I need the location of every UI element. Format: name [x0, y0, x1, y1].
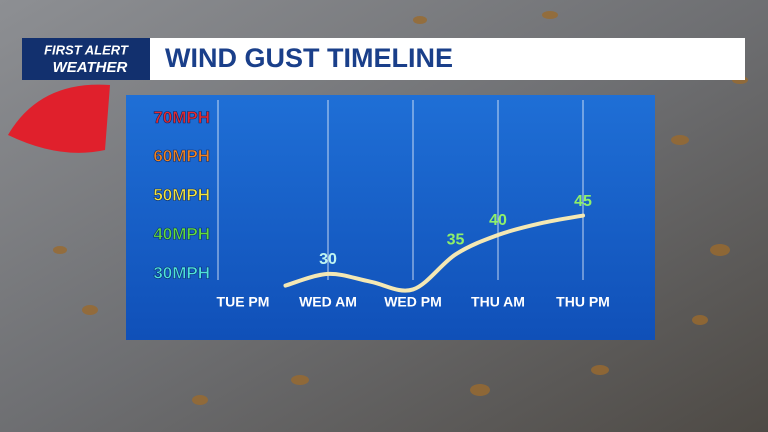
y-tick-label: 40MPH [153, 224, 210, 243]
y-tick-label: 60MPH [153, 147, 210, 166]
x-tick-label: THU PM [556, 294, 610, 310]
umbrella [8, 84, 110, 153]
logo-box [22, 38, 150, 80]
data-label: 45 [574, 193, 592, 210]
logo-line: FIRST ALERT [44, 42, 129, 57]
y-tick-label: 30MPH [153, 263, 210, 282]
x-tick-label: WED PM [384, 294, 442, 310]
chart-title: WIND GUST TIMELINE [165, 43, 453, 73]
data-label: 35 [447, 232, 465, 249]
line [283, 213, 585, 293]
y-tick-label: 70MPH [153, 108, 210, 127]
x-tick-label: TUE PM [217, 294, 270, 310]
y-tick-label: 50MPH [153, 186, 210, 205]
data-label: 30 [319, 251, 337, 268]
x-tick-label: WED AM [299, 294, 357, 310]
x-tick-label: THU AM [471, 294, 525, 310]
logo-line: WEATHER [53, 59, 128, 76]
leaves [53, 11, 748, 405]
plot: 30MPH 40MPH 50MPH 60MPH 70MPH TUE PM WED AM WED… [153, 100, 610, 310]
title-bar [150, 38, 745, 80]
data-label: 40 [489, 212, 507, 229]
